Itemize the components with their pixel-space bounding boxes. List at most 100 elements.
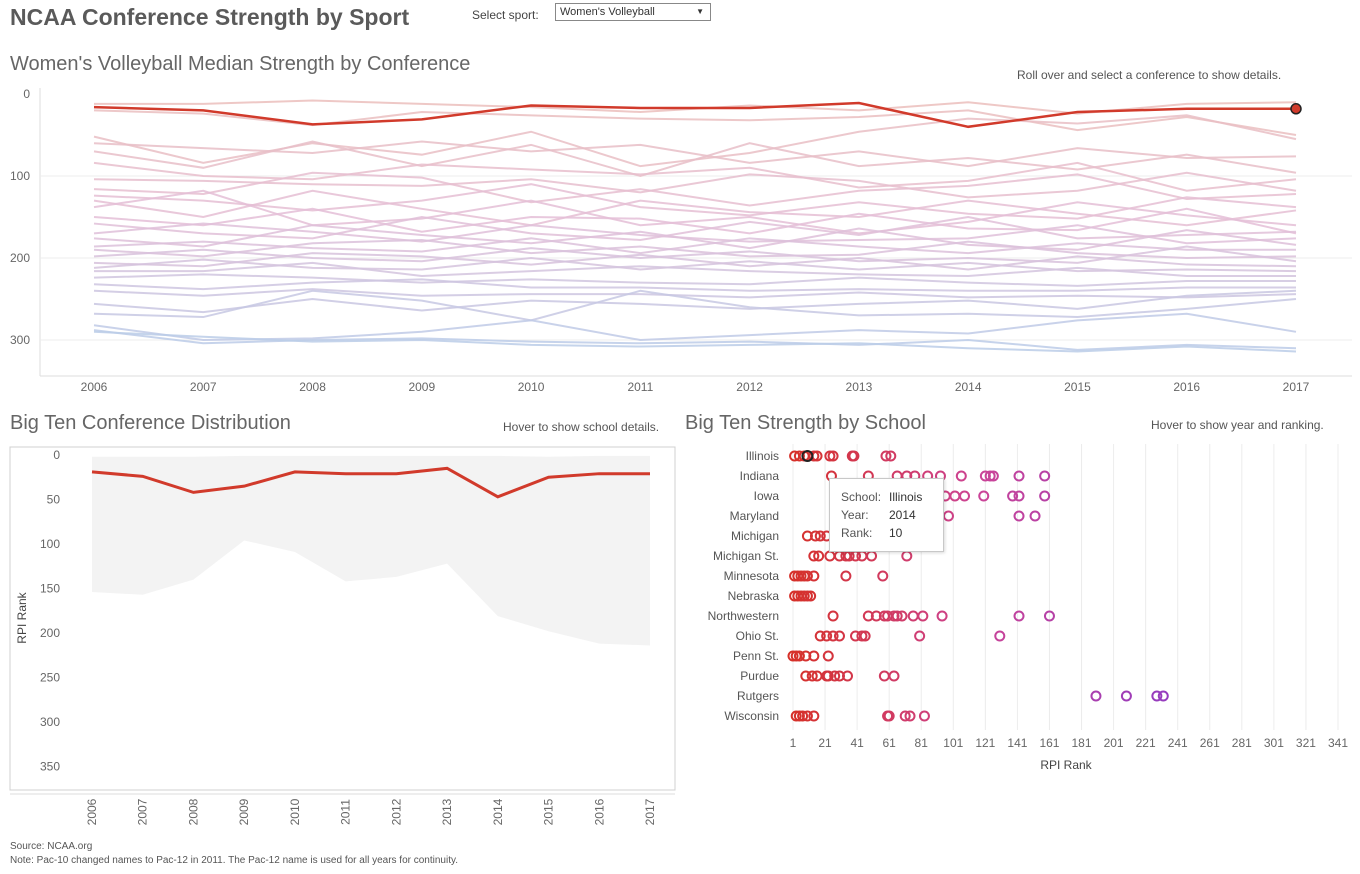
x-tick-label: 2008 <box>186 798 200 825</box>
school-label: Ohio St. <box>736 629 779 643</box>
rank-point <box>808 650 820 662</box>
school-label: Maryland <box>730 509 779 523</box>
y-tick-label: 350 <box>40 760 60 774</box>
x-tick-label: 121 <box>975 736 995 750</box>
x-tick-label: 2012 <box>389 798 403 825</box>
x-tick-label: 2007 <box>190 380 217 394</box>
rank-point <box>1090 690 1102 702</box>
x-tick-label: 2006 <box>85 798 99 825</box>
x-tick-label: 21 <box>818 736 832 750</box>
y-tick-label: 300 <box>10 333 30 347</box>
rank-point <box>901 550 913 562</box>
rank-point <box>1039 470 1051 482</box>
school-label: Indiana <box>740 469 780 483</box>
rank-point <box>827 630 839 642</box>
distribution-chart[interactable]: 0 50 100 150 200 250 300 350 2006 2007 2008 2009 201… <box>0 436 680 836</box>
school-label: Minnesota <box>724 569 780 583</box>
rank-point <box>798 590 810 602</box>
x-tick-label: 2008 <box>299 380 326 394</box>
x-tick-label: 221 <box>1136 736 1156 750</box>
rank-point <box>949 490 961 502</box>
rank-point <box>936 610 948 622</box>
x-tick-label: 161 <box>1039 736 1059 750</box>
dropdown-arrow-icon: ▼ <box>696 7 704 16</box>
rank-point <box>1013 610 1025 622</box>
conference-series-line <box>93 222 1297 245</box>
conference-series-line <box>93 273 1296 287</box>
rank-point <box>827 610 839 622</box>
right-chart-hint: Hover to show year and ranking. <box>1151 418 1324 432</box>
rank-point <box>800 670 812 682</box>
x-tick-label: 41 <box>850 736 864 750</box>
x-tick-label: 2011 <box>627 380 653 394</box>
conference-series-line <box>93 288 1297 299</box>
conference-series-line <box>93 189 1297 227</box>
rank-point <box>801 570 813 582</box>
conference-series-line <box>93 289 1297 314</box>
rank-point <box>885 450 897 462</box>
rank-point <box>1013 470 1025 482</box>
x-tick-label: 2016 <box>1173 380 1200 394</box>
rank-point <box>801 590 813 602</box>
conference-series-line <box>93 330 1297 353</box>
school-label: Michigan <box>731 529 779 543</box>
rank-point <box>1029 510 1041 522</box>
conference-series-line <box>93 224 1297 251</box>
rank-point <box>787 650 799 662</box>
rank-point <box>813 550 825 562</box>
conference-series-line <box>93 161 1297 192</box>
school-label: Iowa <box>754 489 780 503</box>
conference-series-line <box>93 207 1297 235</box>
x-tick-label: 2013 <box>846 380 873 394</box>
rank-point <box>866 550 878 562</box>
conference-line-chart[interactable]: 0 100 200 300 2006 2007 2008 2009 2010 2011 2012 20… <box>0 80 1360 400</box>
x-tick-label: 281 <box>1232 736 1252 750</box>
rank-point <box>917 610 929 622</box>
x-tick-label: 181 <box>1072 736 1092 750</box>
rank-point <box>840 570 852 582</box>
x-tick-label: 2007 <box>136 798 150 825</box>
sport-select[interactable]: Women's Volleyball ▼ <box>555 3 711 21</box>
x-tick-label: 2015 <box>1064 380 1091 394</box>
tooltip-year-value: 2014 <box>889 508 916 522</box>
x-tick-label: 2013 <box>440 798 454 825</box>
rank-point <box>978 490 990 502</box>
rank-point <box>888 670 900 682</box>
y-tick-label: 300 <box>40 715 60 729</box>
x-tick-label: 2017 <box>643 798 657 825</box>
conference-series-line <box>93 245 1297 264</box>
conference-series-line <box>93 171 1297 199</box>
x-tick-label: 2015 <box>542 798 556 825</box>
y-axis-label: RPI Rank <box>15 591 29 643</box>
rank-point <box>808 570 820 582</box>
y-tick-label: 100 <box>10 169 30 183</box>
rank-point <box>883 710 895 722</box>
x-tick-label: 2016 <box>592 798 606 825</box>
conference-series-line <box>93 237 1296 255</box>
tooltip-school-value: Illinois <box>889 490 923 504</box>
school-strength-chart[interactable]: 1 21 41 61 81 101 121 141 161 181 201 221 241 261 281 3… <box>680 436 1360 786</box>
x-tick-label: 301 <box>1264 736 1284 750</box>
x-tick-label: 81 <box>915 736 929 750</box>
rank-point <box>797 710 809 722</box>
rank-point <box>814 630 826 642</box>
rank-point <box>1039 490 1051 502</box>
rank-point <box>808 550 820 562</box>
tooltip-rank-value: 10 <box>889 526 903 540</box>
rank-point <box>795 570 807 582</box>
rank-point <box>1043 610 1055 622</box>
left-chart-title: Big Ten Conference Distribution <box>10 412 291 434</box>
rank-point <box>856 630 868 642</box>
right-chart-title: Big Ten Strength by School <box>685 412 926 434</box>
rank-point <box>822 670 834 682</box>
rank-point <box>896 610 908 622</box>
rank-point <box>1120 690 1132 702</box>
x-tick-label: 2014 <box>955 380 982 394</box>
rank-point <box>824 550 836 562</box>
school-label: Nebraska <box>728 589 780 603</box>
tooltip-year-label: Year: <box>841 508 869 522</box>
x-tick-label: 2010 <box>288 798 302 825</box>
rank-point <box>790 710 802 722</box>
rank-point <box>824 450 836 462</box>
school-label: Rutgers <box>737 689 779 703</box>
